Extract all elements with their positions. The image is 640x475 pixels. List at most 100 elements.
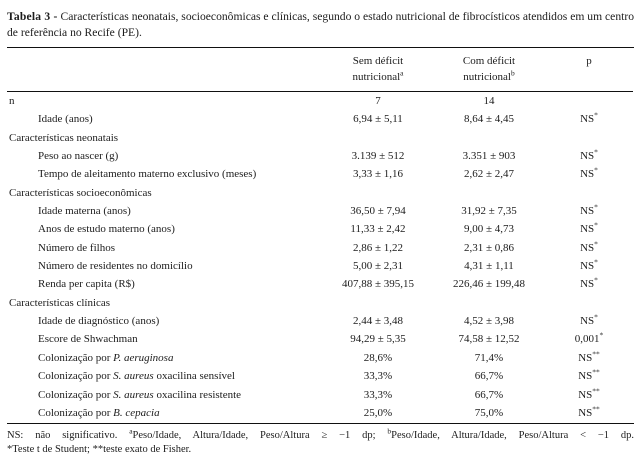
row-label: Idade materna (anos) <box>38 205 131 218</box>
value-sem-deficit: 6,94 ± 5,11 <box>353 113 403 126</box>
value-p: 0,001* <box>574 330 604 346</box>
column-header-sup: a <box>400 68 404 78</box>
table-row: Idade materna (anos) 36,50 ± 7,94 31,92 ± … <box>7 202 633 220</box>
value-sem-deficit: 407,88 ± 395,15 <box>341 278 415 291</box>
table-row: Anos de estudo materno (anos) 11,33 ± 2,4… <box>7 220 633 238</box>
section-row: Características clínicas <box>7 294 633 312</box>
value-com-deficit: 75,0% <box>474 406 504 419</box>
footnote-line1: NS: não significativo. aPeso/Idade, Altu… <box>7 426 635 442</box>
section-label: Características socioeconômicas <box>9 186 152 199</box>
column-header-com-deficit: Com déficit nutricionalb <box>433 48 545 92</box>
value-sem-deficit: 3.139 ± 512 <box>351 150 405 163</box>
value-com-deficit: 4,52 ± 3,98 <box>463 315 515 328</box>
footnote-line2: *Teste t de Student; **teste exato de Fi… <box>7 444 192 456</box>
row-label: Número de residentes no domicílio <box>38 260 193 273</box>
row-label: Número de filhos <box>38 241 115 254</box>
value-sem-deficit <box>323 129 433 147</box>
row-label: Idade (anos) <box>38 113 93 126</box>
value-sem-deficit: 7 <box>375 95 381 107</box>
table-row: Número de filhos 2,86 ± 1,22 2,31 ± 0,86 NS… <box>7 239 633 257</box>
value-p <box>545 294 633 312</box>
column-header-sem-deficit: Sem déficit nutricionala <box>323 48 433 92</box>
row-label: n <box>9 95 15 107</box>
value-p: NS* <box>580 220 598 236</box>
row-label: Peso ao nascer (g) <box>38 150 119 163</box>
value-sem-deficit <box>323 184 433 202</box>
value-sem-deficit: 2,44 ± 3,48 <box>352 315 404 328</box>
table-row: Colonização por S. aureus oxacilina sens… <box>7 367 633 385</box>
section-label: Características clínicas <box>9 296 111 309</box>
value-p: NS* <box>580 165 598 181</box>
column-header-p: p <box>545 48 633 92</box>
row-label: Idade de diagnóstico (anos) <box>38 315 160 328</box>
table-row: Número de residentes no domicílio 5,00 ± … <box>7 257 633 275</box>
value-sem-deficit: 28,6% <box>363 351 393 364</box>
value-sem-deficit: 36,50 ± 7,94 <box>350 205 406 218</box>
row-label: Colonização por B. cepacia <box>38 406 160 419</box>
value-com-deficit: 4,31 ± 1,11 <box>464 260 514 273</box>
column-header-line1: Sem déficit <box>352 55 404 67</box>
table-row: Idade (anos) 6,94 ± 5,11 8,64 ± 4,45 NS* <box>7 110 633 128</box>
value-com-deficit: 66,7% <box>474 388 504 401</box>
table-row: Renda per capita (R$) 407,88 ± 395,15 226,… <box>7 275 633 293</box>
value-com-deficit: 71,4% <box>474 351 504 364</box>
row-label: Colonização por S. aureus oxacilina sens… <box>38 370 235 383</box>
value-p: NS* <box>580 257 598 273</box>
value-com-deficit: 74,58 ± 12,52 <box>458 333 520 346</box>
value-sem-deficit: 25,0% <box>363 406 393 419</box>
value-com-deficit <box>433 184 545 202</box>
value-p: NS** <box>578 367 600 383</box>
row-label: Renda per capita (R$) <box>38 278 135 291</box>
value-com-deficit: 2,62 ± 2,47 <box>463 168 515 181</box>
value-sem-deficit: 3,33 ± 1,16 <box>352 168 404 181</box>
table-caption-text: Características neonatais, socioeconômic… <box>7 10 634 39</box>
column-header-line1: Com déficit <box>462 55 516 67</box>
table-caption-label: Tabela 3 - <box>7 10 58 23</box>
value-com-deficit: 3.351 ± 903 <box>462 150 516 163</box>
row-label: Colonização por S. aureus oxacilina resi… <box>38 388 242 401</box>
row-label: Escore de Shwachman <box>38 333 138 346</box>
value-p: NS* <box>580 202 598 218</box>
value-com-deficit: 14 <box>483 95 495 107</box>
table-row: Colonização por P. aeruginosa 28,6% 71,4% N… <box>7 349 633 367</box>
value-sem-deficit: 33,3% <box>363 388 393 401</box>
data-table: Sem déficit nutricionala Com déficit nut… <box>7 48 633 422</box>
value-p: NS* <box>580 312 598 328</box>
value-p: NS** <box>578 349 600 364</box>
value-sem-deficit: 94,29 ± 5,35 <box>350 333 406 346</box>
table-body: n 7 14 Idade (anos) 6,94 ± 5,11 8,64 ± 4,45 NS… <box>7 92 633 423</box>
row-label: Colonização por P. aeruginosa <box>38 351 174 364</box>
value-p <box>545 129 633 147</box>
value-com-deficit: 8,64 ± 4,45 <box>463 113 515 126</box>
value-p: NS* <box>580 110 598 126</box>
row-label: Tempo de aleitamento materno exclusivo (… <box>38 168 257 181</box>
value-p: NS* <box>580 239 598 254</box>
table-caption: Tabela 3 - Características neonatais, so… <box>7 9 634 48</box>
value-sem-deficit: 33,3% <box>363 370 393 383</box>
section-row: Características neonatais <box>7 129 633 147</box>
value-p <box>545 92 633 111</box>
value-sem-deficit <box>323 294 433 312</box>
value-p: NS* <box>580 147 598 163</box>
value-com-deficit <box>433 129 545 147</box>
table-row: Tempo de aleitamento materno exclusivo (… <box>7 165 633 183</box>
column-header-line2: nutricional <box>352 71 401 83</box>
value-com-deficit: 2,31 ± 0,86 <box>463 241 515 254</box>
value-com-deficit: 9,00 ± 4,73 <box>463 223 515 236</box>
table-header: Sem déficit nutricionala Com déficit nut… <box>7 48 633 92</box>
section-label: Características neonatais <box>9 131 119 144</box>
column-header-line2: nutricional <box>463 71 511 83</box>
table-row: Escore de Shwachman 94,29 ± 5,35 74,58 ± 1… <box>7 330 633 348</box>
value-p: NS* <box>580 275 598 291</box>
section-row: Características socioeconômicas <box>7 184 633 202</box>
value-sem-deficit: 5,00 ± 2,31 <box>352 260 404 273</box>
table-row: n 7 14 <box>7 92 633 111</box>
table-row: Peso ao nascer (g) 3.139 ± 512 3.351 ± 903… <box>7 147 633 165</box>
column-header-sup: b <box>510 68 515 78</box>
value-sem-deficit: 2,86 ± 1,22 <box>352 241 404 254</box>
table-row: Idade de diagnóstico (anos) 2,44 ± 3,48 4,… <box>7 312 633 330</box>
value-p <box>545 184 633 202</box>
column-header-line1: p <box>586 55 592 67</box>
footnote: NS: não significativo. aPeso/Idade, Altu… <box>7 423 634 457</box>
